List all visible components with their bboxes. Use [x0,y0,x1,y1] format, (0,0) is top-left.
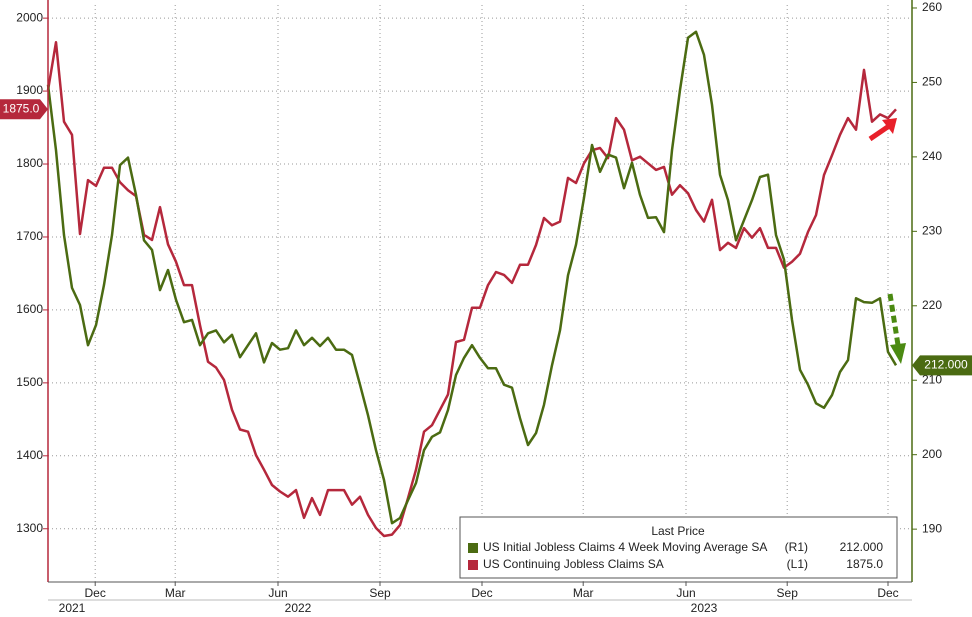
legend-value: 212.000 [840,540,884,554]
legend-label: US Initial Jobless Claims 4 Week Moving … [483,540,767,554]
y-tick-label: 1500 [16,375,43,389]
y-tick-label: 1900 [16,83,43,97]
x-tick-label: Dec [85,586,106,600]
y2-tick-label: 260 [922,0,942,14]
legend-axis: (R1) [785,540,808,554]
green-arrow [887,293,906,364]
legend-title: Last Price [651,524,705,538]
x-tick-label: Dec [471,586,492,600]
legend: Last Price US Initial Jobless Claims 4 W… [459,516,898,579]
y2-tick-label: 190 [922,521,942,535]
y2-tick-label: 250 [922,75,942,89]
y2-tick-label: 200 [922,447,942,461]
last-value-label: 212.000 [924,358,968,372]
legend-swatch [468,543,478,553]
last-value-tag [912,355,972,376]
y2-tick-label: 230 [922,224,942,238]
y-tick-label: 2000 [16,10,43,24]
last-value-tag [0,99,48,120]
x-tick-label: Dec [877,586,898,600]
x-tick-label: Sep [369,586,391,600]
y-tick-label: 1800 [16,156,43,170]
y-tick-label: 1400 [16,448,43,462]
legend-axis: (L1) [787,557,808,571]
x-tick-label: Mar [573,586,594,600]
legend-label: US Continuing Jobless Claims SA [483,557,664,571]
year-label: 2023 [691,601,718,615]
y-tick-label: 1700 [16,229,43,243]
y-tick-label: 1300 [16,521,43,535]
plot-lines [46,30,898,538]
y2-tick-label: 240 [922,149,942,163]
series-line [46,40,897,538]
x-tick-label: Jun [268,586,287,600]
last-value-label: 1875.0 [3,101,40,115]
y-tick-label: 1600 [16,302,43,316]
y2-tick-label: 210 [922,372,942,386]
red-arrow [868,118,897,142]
series-line [46,30,898,525]
x-tick-label: Jun [676,586,695,600]
legend-box [459,516,898,579]
y2-tick-label: 220 [922,298,942,312]
legend-swatch [468,560,478,570]
year-label: 2022 [285,601,312,615]
legend-value: 1875.0 [846,557,883,571]
x-tick-label: Mar [165,586,186,600]
year-label: 2021 [59,601,86,615]
x-tick-label: Sep [777,586,799,600]
